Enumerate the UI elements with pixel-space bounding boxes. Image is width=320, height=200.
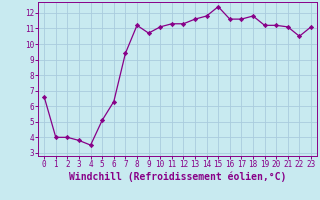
X-axis label: Windchill (Refroidissement éolien,°C): Windchill (Refroidissement éolien,°C) [69,172,286,182]
